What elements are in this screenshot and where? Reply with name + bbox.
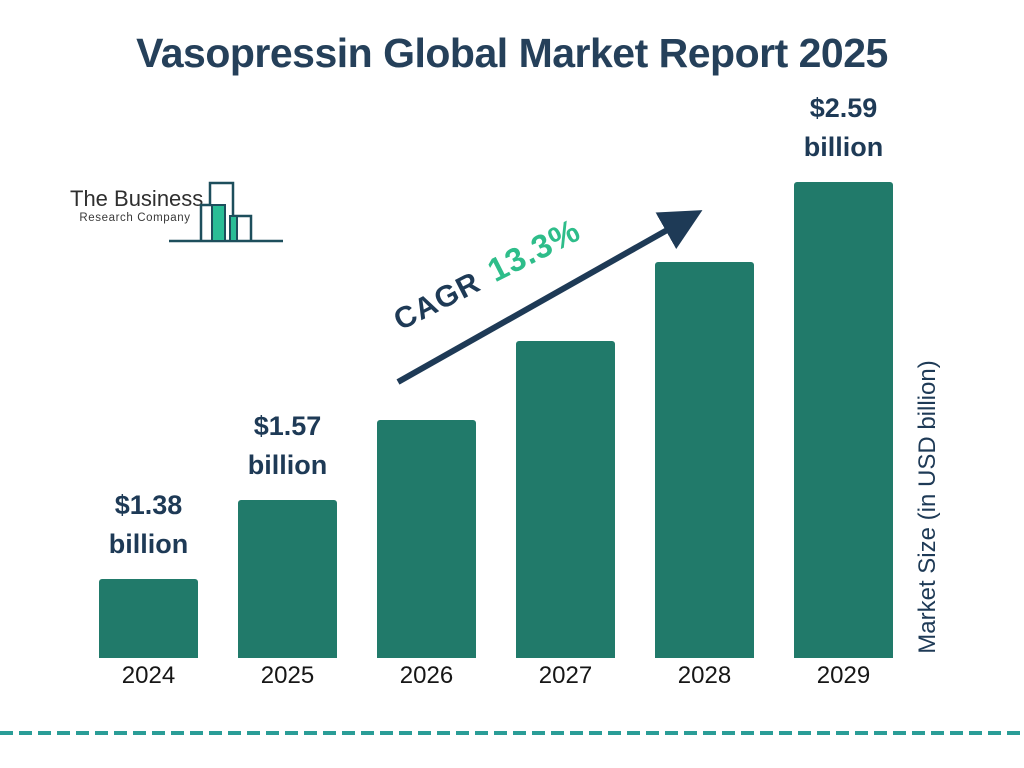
value-label-2024: $1.38 billion [109, 486, 188, 564]
value-label-2029: $2.59 billion [804, 89, 883, 167]
x-tick-2026: 2026 [399, 662, 454, 689]
bar-column-2026 [377, 0, 476, 658]
page-title: Vasopressin Global Market Report 2025 [136, 30, 888, 76]
value-amount: $1.57 [253, 411, 322, 441]
x-tick-2024: 2024 [121, 662, 176, 689]
value-label-2025: $1.57 billion [248, 407, 327, 485]
bottom-dashed-divider [0, 731, 1024, 735]
x-tick-2028: 2028 [677, 662, 732, 689]
bar-column-2024: $1.38 billion [99, 0, 198, 658]
x-tick-2027: 2027 [538, 662, 593, 689]
bar-2028 [655, 262, 754, 658]
bar-chart-logo-icon [169, 181, 283, 243]
value-unit: billion [247, 450, 328, 480]
x-tick-2025: 2025 [260, 662, 315, 689]
bar-2025 [238, 500, 337, 658]
company-logo: The Business Research Company [70, 181, 285, 246]
value-unit: billion [803, 132, 884, 162]
y-axis-label: Market Size (in USD billion) [914, 360, 941, 654]
bar-column-2029: $2.59 billion [794, 0, 893, 658]
value-unit: billion [108, 529, 189, 559]
company-logo-subname: Research Company [79, 212, 191, 224]
value-amount: $2.59 [809, 93, 878, 123]
company-logo-name: The Business [70, 186, 204, 211]
bar-2029 [794, 182, 893, 658]
trend-arrow-icon [396, 210, 703, 385]
bar-2026 [377, 420, 476, 658]
bar-2027 [516, 341, 615, 658]
bar-2024 [99, 579, 198, 658]
company-logo-text: The Business Research Company [70, 186, 204, 224]
x-tick-2029: 2029 [816, 662, 871, 689]
bar-column-2028 [655, 0, 754, 658]
value-amount: $1.38 [114, 490, 183, 520]
bar-column-2025: $1.57 billion [238, 0, 337, 658]
bar-column-2027 [516, 0, 615, 658]
